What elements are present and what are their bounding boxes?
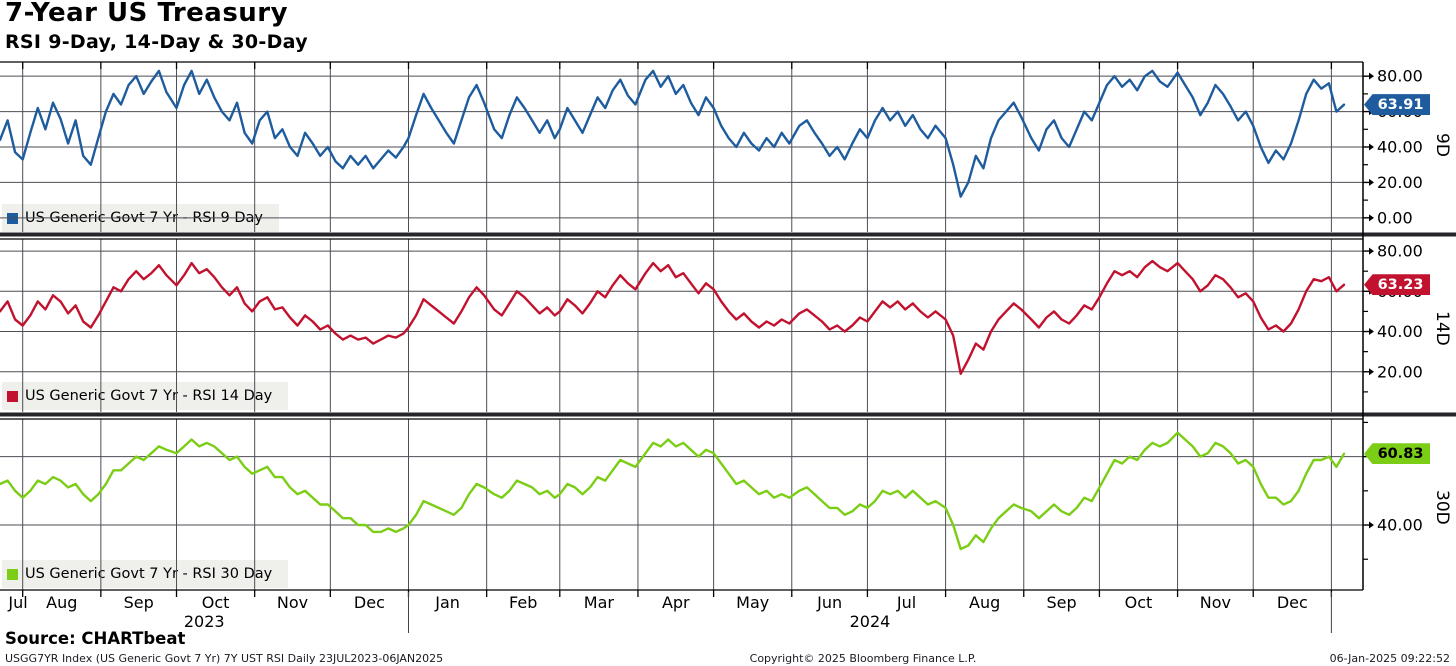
month-label: Aug — [46, 593, 78, 612]
month-label: Dec — [353, 593, 385, 612]
last-value-badge-rsi30: 60.83 — [1364, 443, 1430, 465]
axes: 0.0020.0040.0060.0080.0020.0040.0060.008… — [0, 61, 1456, 633]
last-value-badge-rsi14: 63.23 — [1364, 274, 1430, 296]
month-label: Oct — [1124, 593, 1153, 612]
legend-rsi-14-day: US Generic Govt 7 Yr - RSI 14 Day — [2, 382, 289, 410]
month-label: Nov — [1199, 593, 1232, 612]
legend-rsi-30-day: US Generic Govt 7 Yr - RSI 30 Day — [2, 560, 289, 588]
panel-axis-title-9d: 9D — [1432, 133, 1452, 157]
copyright-notice: Copyright© 2025 Bloomberg Finance L.P. — [749, 652, 977, 665]
legend-swatch-rsi14-icon — [7, 390, 18, 402]
y-tick-label: 20.00 — [1377, 362, 1423, 381]
chart-title: 7-Year US Treasury — [5, 0, 289, 28]
month-label: Mar — [583, 593, 614, 612]
month-label: Jun — [817, 593, 843, 612]
panel-separator — [0, 412, 1456, 417]
y-tick-label: 40.00 — [1377, 138, 1423, 157]
legend-label-rsi14: US Generic Govt 7 Yr - RSI 14 Day — [25, 388, 273, 404]
series-line-9d — [0, 69, 1346, 198]
month-label: Sep — [1046, 593, 1077, 612]
month-label: Sep — [123, 593, 154, 612]
month-label: Dec — [1276, 593, 1308, 612]
y-tick-label: 80.00 — [1377, 67, 1423, 86]
panel-axis-title-14d: 14D — [1432, 310, 1452, 346]
series-line-30d — [0, 431, 1346, 551]
source-label: Source: CHARTbeat — [5, 629, 186, 648]
month-label: Jan — [435, 593, 460, 612]
timestamp: 06-Jan-2025 09:22:52 — [1329, 652, 1450, 665]
month-label: Oct — [201, 593, 230, 612]
legend-label-rsi30: US Generic Govt 7 Yr - RSI 30 Day — [25, 566, 273, 582]
last-value-badge-rsi9: 63.91 — [1364, 94, 1430, 116]
month-label: Aug — [969, 593, 1001, 612]
legend-swatch-rsi30-icon — [7, 568, 18, 580]
y-tick-label: 20.00 — [1377, 173, 1423, 192]
year-label: 2024 — [849, 612, 891, 631]
series-line-14d — [0, 259, 1346, 375]
month-label: Nov — [276, 593, 309, 612]
gridlines — [0, 62, 1363, 590]
month-label: Apr — [661, 593, 690, 612]
month-label: May — [736, 593, 770, 612]
chart-subtitle: RSI 9-Day, 14-Day & 30-Day — [5, 31, 308, 53]
month-label: Jul — [8, 593, 28, 612]
ticker-description: USGG7YR Index (US Generic Govt 7 Yr) 7Y … — [5, 652, 444, 665]
y-tick-label: 40.00 — [1377, 322, 1423, 341]
year-label: 2023 — [183, 612, 225, 631]
y-tick-label: 0.00 — [1377, 208, 1413, 227]
panel-axis-title-30d: 30D — [1432, 489, 1452, 525]
y-tick-label: 80.00 — [1377, 242, 1423, 261]
y-tick-label: 40.00 — [1377, 516, 1423, 535]
month-label: Jul — [896, 593, 917, 612]
panel-separator — [0, 232, 1456, 237]
month-label: Feb — [509, 593, 538, 612]
